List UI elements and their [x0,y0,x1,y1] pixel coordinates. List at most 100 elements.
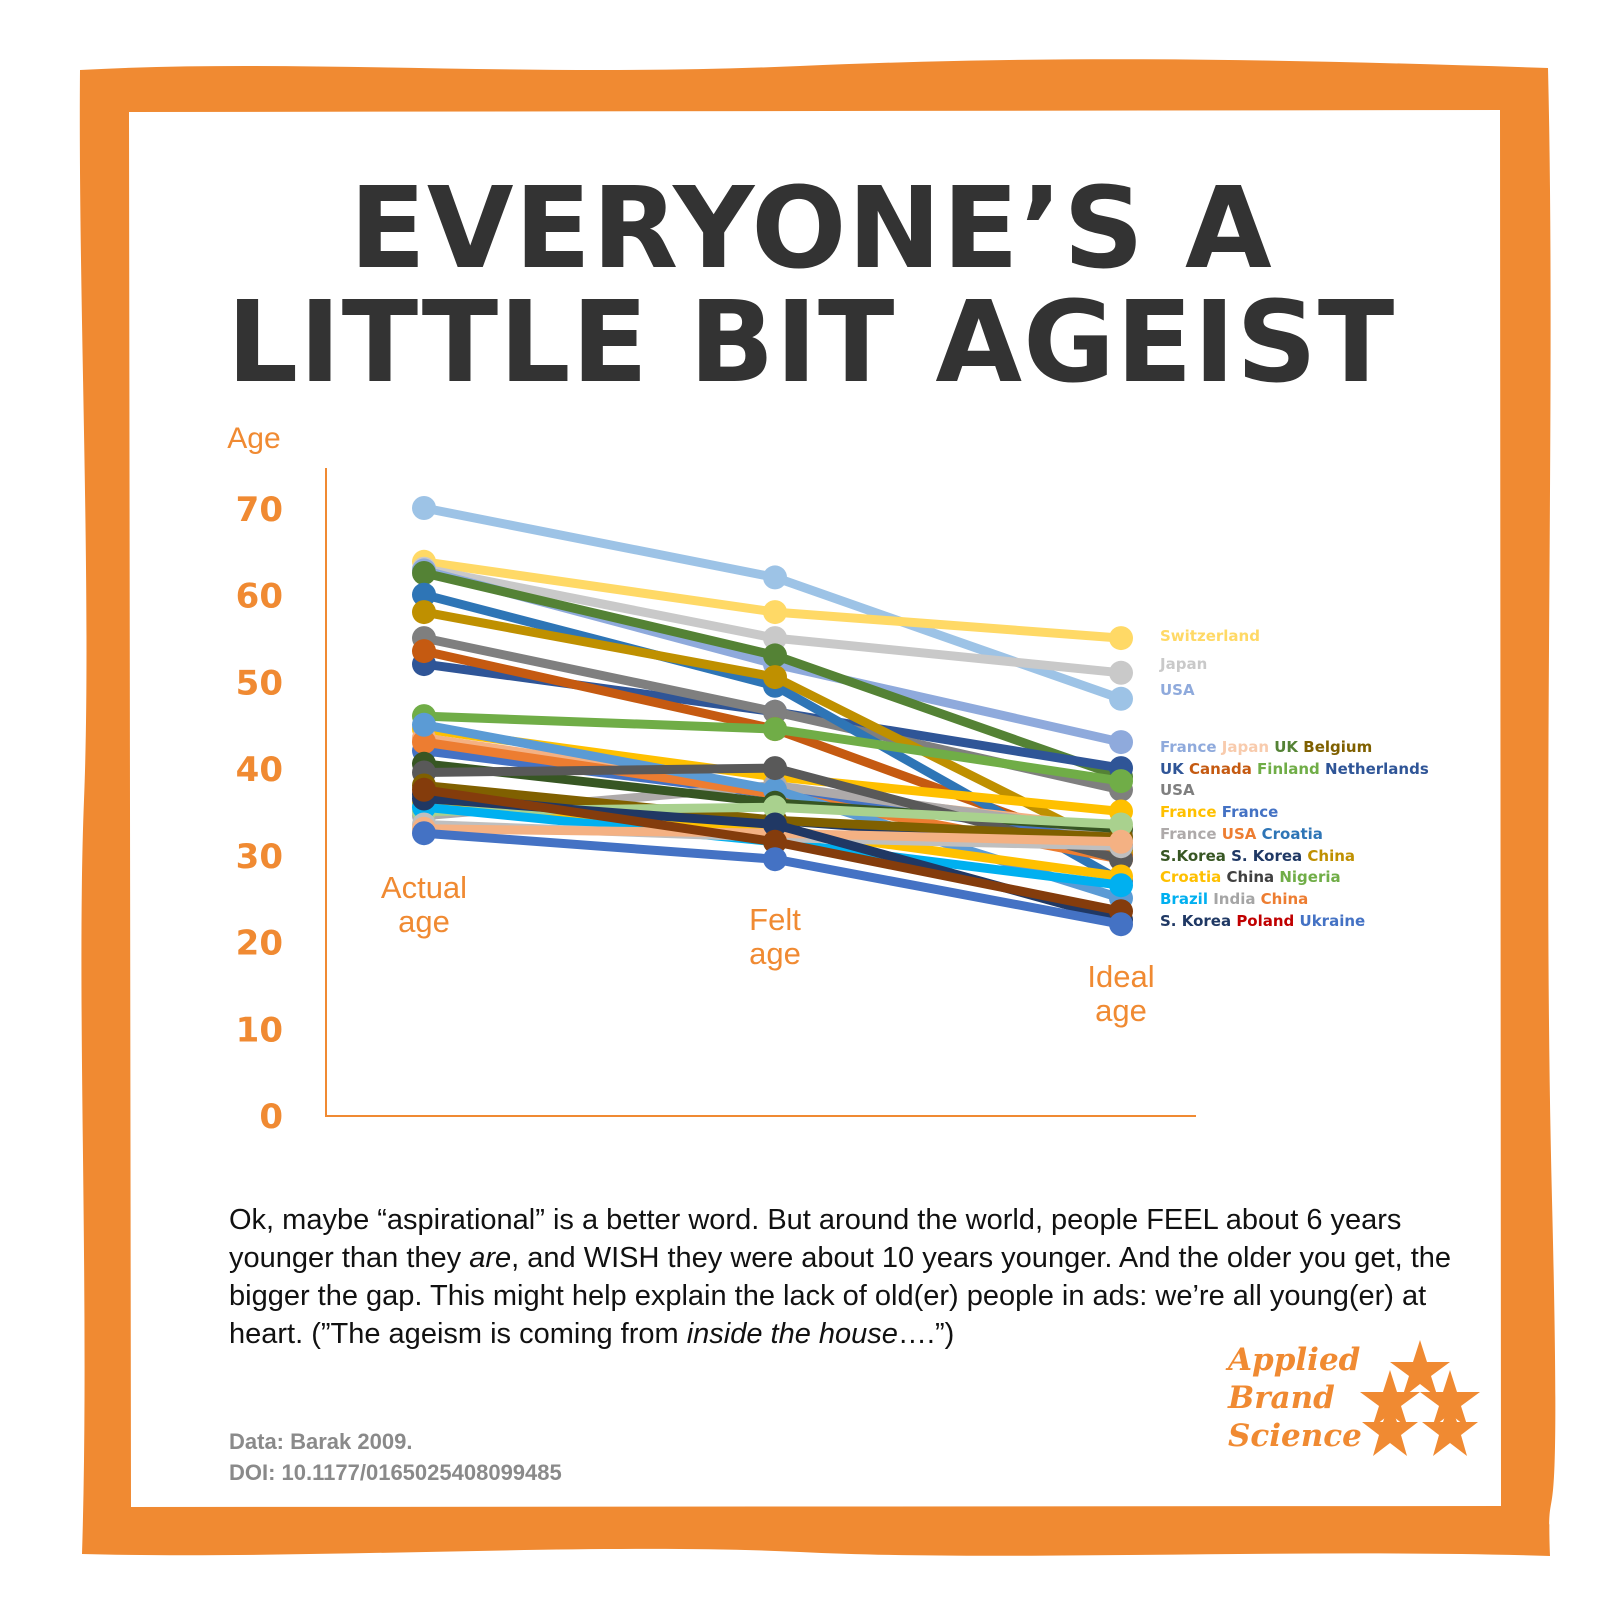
y-tick-label: 50 [236,663,283,703]
legend-entry: Japan [1217,738,1269,756]
title-line-2: LITTLE BIT AGEIST [226,278,1396,408]
data-point [763,756,787,781]
legend-entry: France [1160,803,1217,821]
data-point [1109,686,1133,711]
data-point [763,717,787,742]
data-point [412,600,436,625]
y-tick-label: 40 [236,750,283,790]
data-point [1109,660,1133,685]
data-point [1109,812,1133,837]
brand-line-3: Science [1228,1418,1362,1454]
data-point [1109,769,1133,794]
data-point [763,795,787,820]
legend-entry: Netherlands [1320,760,1429,778]
legend-entry: UK [1269,738,1299,756]
series-poland [412,777,1133,924]
data-point [763,847,787,872]
legend-entry: China [1255,890,1308,908]
legend-entry: France [1217,803,1279,821]
data-point [412,821,436,846]
star-icon [1422,1402,1478,1456]
y-tick-label: 20 [236,924,283,964]
x-category-label: Actual age [381,870,467,939]
legend-entry: Poland [1231,912,1294,930]
data-point [412,496,436,520]
data-point [763,600,787,625]
legend-entry: Brazil [1160,890,1208,908]
legend-row: France USA Croatia [1160,825,1323,843]
x-category-label: Ideal age [1087,959,1154,1028]
data-point [1109,730,1133,755]
legend-entry: Nigeria [1274,868,1341,886]
series-ukraine [412,821,1133,937]
legend-row: S.Korea S. Korea China [1160,847,1355,865]
y-tick-label: 30 [236,837,283,877]
legend-entry: China [1221,868,1274,886]
legend-entry: USA [1160,681,1195,699]
legend-row: USA [1160,681,1195,699]
y-tick-label: 60 [236,577,283,617]
data-point [763,665,787,690]
data-point [1109,912,1133,937]
legend-row: Brazil India China [1160,890,1308,908]
doi-reference: DOI: 10.1177/0165025408099485 [229,1460,562,1485]
star-icon [1390,1340,1450,1398]
caption-text: Ok, maybe “aspirational” is a better wor… [229,1204,1452,1350]
legend-entry: France [1160,825,1217,843]
legend-entry: Croatia [1160,868,1221,886]
series-layer [412,496,1133,937]
data-point [412,582,436,607]
chart-axes: Age 0 10 20 30 40 50 60 70 Actual age Felt age Ideal a… [227,422,1196,1137]
legend-row: USA [1160,781,1195,799]
data-point [412,730,436,755]
legend-entry: UK [1160,760,1185,778]
legend-entry: Switzerland [1160,627,1260,645]
data-source: Data: Barak 2009. [229,1429,413,1454]
data-point [763,812,787,837]
data-point [763,699,787,724]
legend-entry: S. Korea [1226,847,1302,865]
y-tick-label: 0 [259,1097,283,1137]
data-point [412,561,436,585]
legend-row: Croatia China Nigeria [1160,868,1341,886]
star-icon [1360,1370,1420,1428]
y-tick-label: 70 [236,490,283,530]
data-point [412,712,436,737]
title-line-1: EVERYONE’S A [349,164,1273,294]
x-category-label: Felt age [749,902,801,971]
y-tick-label: 10 [236,1010,283,1050]
legend-entry: France [1160,738,1217,756]
data-point [1109,873,1133,898]
data-point [763,565,787,590]
data-point [1109,829,1133,854]
legend-row: France France [1160,803,1278,821]
data-point [1109,626,1133,651]
legend-entry: Croatia [1256,825,1323,843]
legend-entry: S.Korea [1160,847,1226,865]
brand-line-1: Applied [1228,1342,1361,1378]
legend-entry: S. Korea [1160,912,1231,930]
legend-entry: USA [1217,825,1257,843]
data-point [412,639,436,664]
legend-row: Japan [1159,655,1207,673]
legend-entry: China [1302,847,1355,865]
brand-line-2: Brand [1228,1380,1335,1416]
legend-row: France Japan UK Belgium [1160,738,1372,756]
legend-entry: Finland [1252,760,1320,778]
data-point [763,643,787,668]
legend-entry: Belgium [1298,738,1372,756]
data-point [412,777,436,802]
legend-row: Switzerland [1160,627,1260,645]
legend-entry: Ukraine [1294,912,1365,930]
data-point [763,626,787,651]
star-icon [1420,1370,1480,1428]
brand-stars-icon [1360,1340,1480,1456]
legend-entry: India [1208,890,1255,908]
legend-row: S. Korea Poland Ukraine [1160,912,1365,930]
data-point [763,829,787,854]
legend-entry: Canada [1184,760,1252,778]
legend-row: UK Canada Finland Netherlands [1160,760,1429,778]
legend-entry: Japan [1159,655,1207,673]
